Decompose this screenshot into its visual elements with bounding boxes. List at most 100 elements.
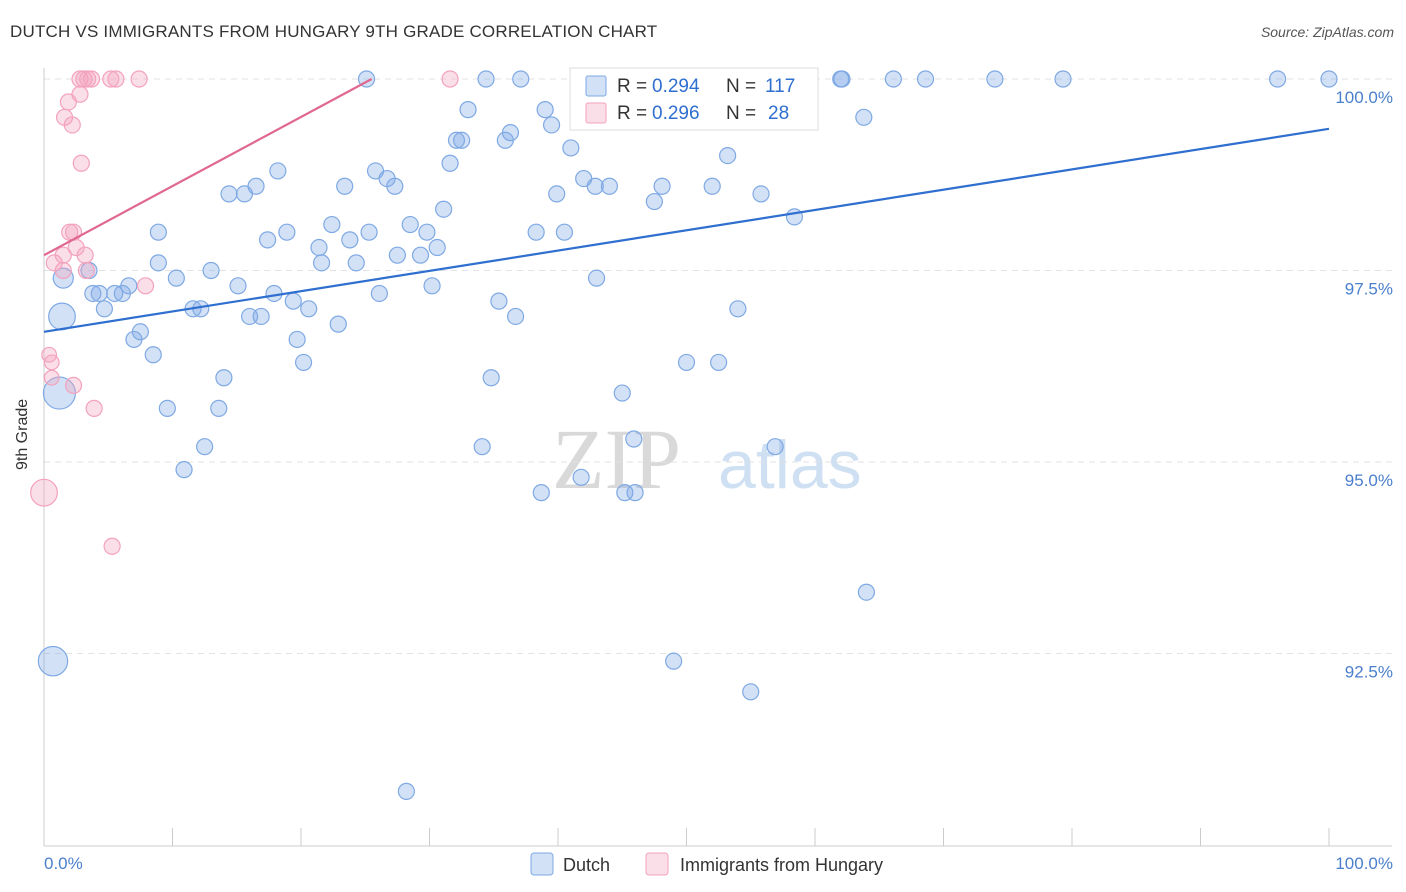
point-hungary — [441, 70, 459, 88]
source-note: Source: ZipAtlas.com — [1260, 24, 1394, 40]
point-dutch — [665, 652, 683, 670]
point-dutch — [459, 101, 477, 119]
trend-lines — [43, 78, 1330, 333]
point-dutch — [323, 215, 341, 234]
point-dutch — [388, 246, 406, 264]
point-dutch — [857, 583, 876, 601]
stats-r-label-hungary: R = — [617, 103, 647, 124]
point-dutch — [37, 645, 69, 677]
point-dutch — [710, 353, 728, 372]
point-dutch — [95, 300, 113, 318]
point-dutch — [347, 254, 365, 272]
point-dutch — [542, 116, 561, 134]
point-hungary — [103, 537, 121, 555]
point-hungary — [54, 261, 72, 280]
stats-legend: R = 0.294 N = 117 R = 0.296 N = 28 — [569, 67, 819, 131]
point-dutch — [766, 438, 784, 456]
point-dutch — [986, 70, 1004, 88]
point-dutch — [703, 177, 721, 195]
point-hungary — [136, 277, 155, 295]
stats-n-label-hungary: N = — [726, 103, 756, 124]
point-dutch — [916, 70, 935, 88]
point-dutch — [613, 384, 631, 402]
point-dutch — [144, 346, 162, 364]
point-dutch — [269, 162, 287, 180]
point-dutch — [572, 468, 590, 486]
point-dutch — [411, 246, 430, 264]
point-dutch — [742, 683, 760, 701]
stats-n-label-dutch: N = — [726, 76, 756, 97]
point-dutch — [562, 139, 580, 157]
y-tick-label: 100.0% — [1335, 88, 1393, 107]
point-dutch — [175, 461, 193, 479]
point-dutch — [149, 223, 167, 241]
point-dutch — [512, 70, 530, 88]
point-dutch — [258, 231, 277, 249]
point-dutch — [586, 177, 604, 195]
trend-line-dutch — [43, 127, 1330, 333]
point-dutch — [833, 70, 851, 88]
point-dutch — [477, 70, 495, 88]
point-dutch — [360, 223, 378, 241]
point-dutch — [210, 399, 228, 417]
point-hungary — [43, 369, 60, 386]
point-dutch — [341, 231, 359, 249]
point-hungary — [30, 478, 58, 507]
stats-n-value-hungary: 28 — [768, 103, 789, 124]
point-hungary — [77, 261, 96, 280]
point-dutch — [1320, 70, 1338, 88]
point-dutch — [884, 70, 902, 88]
point-dutch — [536, 101, 554, 119]
point-hungary — [54, 246, 72, 264]
point-dutch — [501, 124, 520, 142]
point-dutch — [441, 154, 459, 172]
point-dutch — [158, 399, 176, 417]
point-dutch — [120, 277, 138, 295]
point-dutch — [527, 223, 545, 241]
point-dutch — [284, 292, 302, 310]
stats-legend-box — [569, 67, 819, 131]
point-dutch — [625, 430, 643, 448]
point-dutch — [555, 223, 574, 241]
point-dutch — [294, 353, 313, 372]
point-dutch — [90, 284, 108, 303]
point-dutch — [473, 438, 491, 456]
point-hungary — [82, 70, 101, 88]
point-hungary — [85, 399, 103, 417]
point-dutch — [312, 254, 331, 272]
point-hungary — [63, 116, 81, 134]
stats-r-label-dutch: R = — [617, 76, 647, 97]
point-hungary — [76, 246, 94, 264]
x-tick-label-right: 100.0% — [1335, 854, 1393, 873]
point-dutch — [490, 292, 508, 310]
point-dutch — [167, 269, 185, 287]
point-dutch — [482, 369, 500, 387]
point-hungary — [102, 70, 120, 88]
point-dutch — [532, 484, 550, 502]
legend-label-dutch: Dutch — [563, 855, 610, 875]
axes — [43, 68, 1392, 847]
point-dutch — [418, 223, 436, 241]
point-dutch — [401, 215, 419, 234]
point-dutch — [435, 200, 453, 218]
y-tick-label: 92.5% — [1345, 663, 1393, 682]
point-dutch — [300, 300, 318, 318]
point-dutch — [386, 177, 404, 195]
point-dutch — [125, 330, 143, 349]
point-dutch — [329, 315, 347, 333]
point-hungary — [64, 223, 83, 241]
stats-swatch-hungary — [585, 102, 607, 124]
point-dutch — [252, 307, 270, 326]
point-hungary — [64, 376, 83, 394]
trend-line-hungary — [43, 78, 373, 257]
y-tick-label: 97.5% — [1345, 280, 1393, 299]
stats-n-value-dutch: 117 — [765, 76, 795, 97]
x-tick-label-left: 0.0% — [44, 854, 83, 873]
point-dutch — [587, 269, 606, 287]
legend-label-hungary: Immigrants from Hungary — [680, 855, 883, 875]
point-dutch — [423, 277, 441, 295]
point-dutch — [506, 307, 525, 326]
point-hungary — [72, 154, 90, 172]
stats-swatch-dutch — [585, 75, 607, 97]
